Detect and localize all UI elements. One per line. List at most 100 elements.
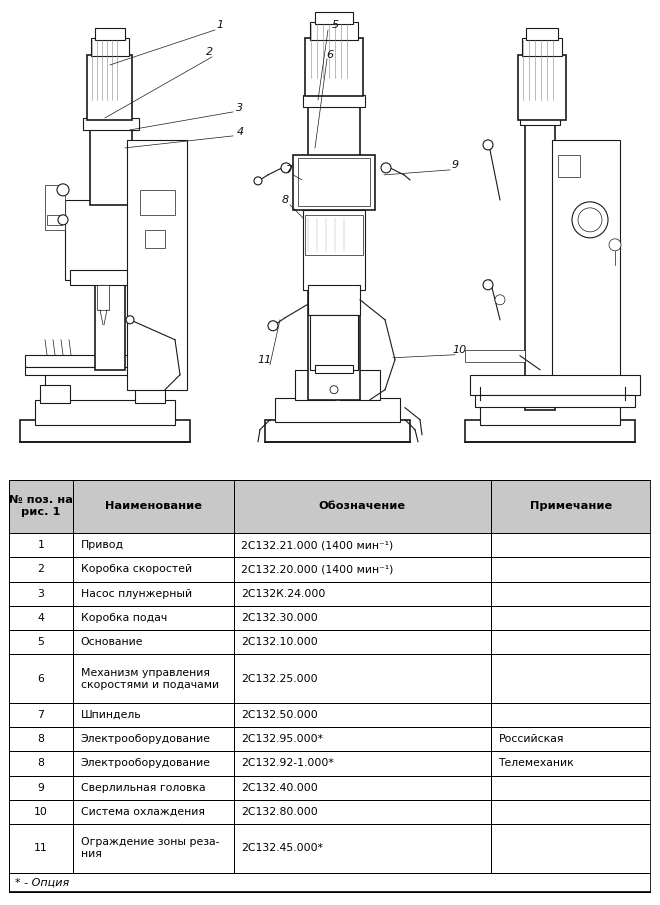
- Text: 1: 1: [37, 540, 44, 550]
- Text: 7: 7: [37, 710, 44, 720]
- Bar: [552, 140, 620, 400]
- Circle shape: [483, 140, 493, 150]
- Text: Обозначение: Обозначение: [319, 501, 406, 511]
- Circle shape: [578, 208, 602, 232]
- Bar: [305, 38, 363, 96]
- Bar: [298, 157, 370, 205]
- Bar: [293, 155, 375, 210]
- Text: 2С132.80.000: 2С132.80.000: [242, 807, 318, 817]
- Circle shape: [57, 184, 69, 195]
- Text: Наименование: Наименование: [105, 501, 202, 511]
- Text: 4: 4: [37, 613, 44, 623]
- Bar: [265, 420, 410, 442]
- Bar: [9, 480, 73, 533]
- Text: 8: 8: [37, 734, 44, 744]
- Text: Электрооборудование: Электрооборудование: [81, 758, 211, 768]
- Text: 10: 10: [34, 807, 48, 817]
- Bar: [518, 55, 566, 119]
- Bar: [305, 214, 363, 255]
- Text: Примечание: Примечание: [530, 501, 612, 511]
- Bar: [127, 140, 187, 390]
- Text: 2С132.21.000 (1400 мин⁻¹): 2С132.21.000 (1400 мин⁻¹): [242, 540, 393, 550]
- Bar: [490, 480, 651, 533]
- Text: 4: 4: [236, 127, 244, 137]
- Text: 3: 3: [37, 588, 44, 599]
- Bar: [308, 285, 360, 315]
- Bar: [526, 28, 558, 40]
- Circle shape: [254, 176, 262, 185]
- Text: Коробка подач: Коробка подач: [81, 613, 167, 623]
- Text: 7: 7: [286, 165, 294, 175]
- Text: Электрооборудование: Электрооборудование: [81, 734, 211, 744]
- Bar: [303, 95, 365, 107]
- Text: 11: 11: [34, 843, 48, 853]
- Bar: [145, 230, 165, 248]
- Text: Телемеханик: Телемеханик: [498, 758, 574, 768]
- Text: Насос плунжерный: Насос плунжерный: [81, 588, 191, 599]
- Text: 3: 3: [236, 103, 244, 113]
- Bar: [47, 214, 62, 224]
- Bar: [95, 28, 125, 40]
- Text: Российская: Российская: [498, 734, 564, 744]
- Circle shape: [381, 163, 391, 173]
- Bar: [310, 22, 358, 40]
- Text: 5: 5: [331, 20, 339, 30]
- Text: 2С132.92-1.000*: 2С132.92-1.000*: [242, 758, 334, 768]
- Bar: [465, 349, 525, 362]
- Bar: [315, 12, 353, 24]
- Circle shape: [572, 202, 608, 238]
- Circle shape: [268, 320, 278, 330]
- Bar: [83, 118, 139, 130]
- Text: Коробка скоростей: Коробка скоростей: [81, 565, 191, 575]
- Text: 5: 5: [37, 637, 44, 647]
- Bar: [234, 480, 490, 533]
- Text: 2С132.40.000: 2С132.40.000: [242, 783, 318, 793]
- Text: 2С132.50.000: 2С132.50.000: [242, 710, 318, 720]
- Bar: [25, 367, 185, 375]
- Text: 2С132.10.000: 2С132.10.000: [242, 637, 318, 647]
- Text: 11: 11: [258, 355, 272, 365]
- Bar: [140, 190, 175, 214]
- Text: * - Опция: * - Опция: [15, 877, 69, 888]
- Bar: [275, 397, 400, 422]
- Text: 2С132.20.000 (1400 мин⁻¹): 2С132.20.000 (1400 мин⁻¹): [242, 565, 393, 575]
- Text: 8: 8: [37, 758, 44, 768]
- Bar: [73, 480, 234, 533]
- Bar: [470, 375, 640, 395]
- Text: 8: 8: [281, 195, 288, 205]
- Bar: [40, 385, 70, 403]
- Bar: [35, 400, 175, 424]
- Circle shape: [609, 239, 621, 251]
- Text: Ограждение зоны реза-
ния: Ограждение зоны реза- ния: [81, 837, 219, 860]
- Circle shape: [330, 386, 338, 394]
- Circle shape: [281, 163, 291, 173]
- Text: Система охлаждения: Система охлаждения: [81, 807, 205, 817]
- Text: Привод: Привод: [81, 540, 123, 550]
- Bar: [90, 115, 130, 125]
- Bar: [525, 119, 555, 410]
- Bar: [520, 115, 560, 125]
- Text: Механизм управления
скоростями и подачами: Механизм управления скоростями и подачам…: [81, 668, 218, 690]
- Text: 2С132.45.000*: 2С132.45.000*: [242, 843, 323, 853]
- Bar: [65, 200, 160, 280]
- Bar: [480, 400, 620, 424]
- Text: 2: 2: [207, 47, 214, 57]
- Bar: [308, 100, 360, 400]
- Bar: [91, 38, 129, 56]
- Text: 6: 6: [327, 50, 333, 60]
- Bar: [135, 385, 165, 403]
- Circle shape: [495, 295, 505, 305]
- Text: 2С132.95.000*: 2С132.95.000*: [242, 734, 323, 744]
- Bar: [522, 38, 562, 56]
- Text: 2С132.25.000: 2С132.25.000: [242, 673, 318, 683]
- Bar: [70, 270, 155, 285]
- Text: Шпиндель: Шпиндель: [81, 710, 141, 720]
- Bar: [97, 285, 109, 310]
- Bar: [45, 185, 65, 230]
- Bar: [315, 365, 353, 373]
- Bar: [310, 315, 358, 370]
- Circle shape: [126, 316, 134, 324]
- Bar: [90, 119, 132, 205]
- Text: 10: 10: [453, 345, 467, 355]
- Bar: [95, 119, 125, 370]
